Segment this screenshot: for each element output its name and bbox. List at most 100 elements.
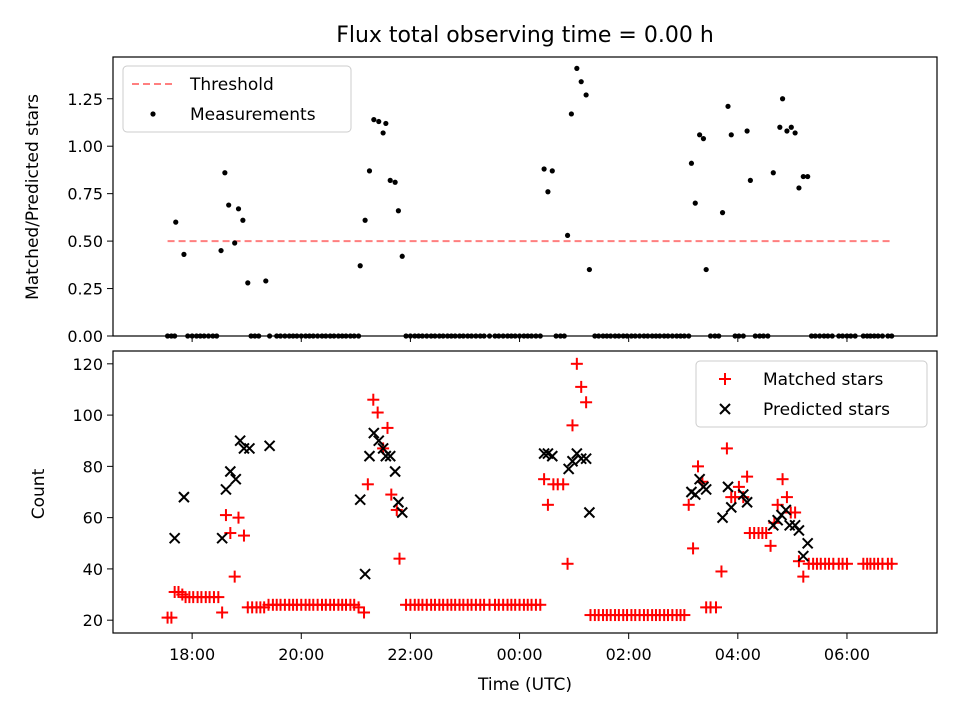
measurement-point [222,170,228,176]
measurement-point [574,65,580,71]
measurement-point [770,170,776,176]
matched-star-point [760,527,773,540]
measurement-point [376,118,382,125]
predicted-star-point [566,455,579,467]
predicted-star-point [700,483,712,496]
predicted-star-point [354,493,366,506]
x-tick-label: 18:00 [169,645,215,664]
measurement-point [692,200,698,206]
top-y-tick-label: 0.50 [67,232,103,251]
predicted-star-point [220,483,232,496]
predicted-star-point [396,506,408,519]
bottom-x-ticks: 18:00 20:00 22:00 00:00 02:00 04:00 06:00 [169,633,870,664]
predicted-star-point [737,488,749,501]
predicted-star-point [392,496,405,508]
matched-star-point [687,542,700,555]
matched-star-point [361,478,374,491]
predicted-star-point [363,450,376,462]
legend-predicted-label: Predicted stars [763,400,890,420]
predicted-star-point [583,506,596,519]
predicted-star-point [389,465,401,478]
matched-star-point [691,460,704,473]
predicted-star-point [575,452,587,465]
predicted-star-point [243,442,256,455]
top-legend: Threshold Measurements [122,65,352,133]
matched-star-point [797,570,810,583]
predicted-star-point [693,473,706,485]
measurement-point [564,232,571,239]
bottom-legend: Matched stars Predicted stars [695,360,928,428]
measurement-point [245,280,251,286]
measurement-point [541,166,547,172]
measurement-point [725,103,731,109]
bottom-y-tick-label: 120 [72,355,103,374]
measurement-point [371,117,377,123]
x-tick-label: 00:00 [496,645,542,664]
measurement-point [805,173,811,180]
top-y-tick-label: 0.00 [67,327,103,346]
measurement-point [792,130,798,136]
predicted-star-point [562,463,575,475]
predicted-star-point [546,450,558,462]
chart-title: Flux total observing time = 0.00 h [336,23,714,48]
matched-star-point [216,606,229,619]
matched-star-point [385,488,398,501]
measurement-point [181,251,187,257]
bottom-y-tick-label: 20 [83,611,103,630]
matched-star-point [358,606,371,619]
x-tick-label: 06:00 [824,645,870,664]
measurement-point [700,136,707,142]
matched-star-point [541,498,554,511]
predicted-star-point [793,524,805,537]
predicted-star-point [741,496,753,508]
bottom-y-axis-label: Count [29,468,49,519]
measurement-point [392,179,398,185]
top-y-tick-label: 0.25 [67,280,103,299]
bottom-panel: 20 40 60 80 100 120 18:00 20:00 22:00 00:00 02:00… [29,350,938,695]
predicted-star-point [384,450,396,462]
legend-matched-label: Matched stars [763,370,883,390]
measurement-point [788,124,794,130]
matched-star-point [561,557,574,570]
predicted-star-point [722,481,734,493]
predicted-star-point [230,473,242,485]
bottom-count-points [161,357,898,624]
matched-star-point [237,529,250,542]
predicted-star-point [538,447,550,460]
top-plot-frame [112,56,938,337]
top-y-axis-label: Matched/Predicted stars [23,94,43,300]
measurement-point [583,92,589,98]
predicted-star-point [368,427,380,439]
bottom-legend-box [695,360,928,428]
matched-star-point [165,611,178,624]
matched-star-point [720,442,733,455]
measurement-point [395,208,401,214]
matched-star-point [764,539,777,552]
predicted-star-point [801,537,814,549]
predicted-star-point [224,465,237,478]
predicted-star-point [263,440,276,452]
predicted-star-point [780,504,792,516]
x-tick-label: 22:00 [387,645,433,664]
top-y-tick-label: 1.00 [67,137,103,156]
measurement-point [383,120,389,127]
predicted-star-point [797,550,810,562]
matched-star-point [219,509,232,522]
measurement-point [568,111,574,117]
predicted-star-point [716,511,729,524]
measurement-point [747,177,753,183]
top-x-ticks [191,336,848,342]
legend-measurements-label: Measurements [190,105,316,125]
top-y-tick-label: 0.75 [67,185,103,204]
measurement-point [586,266,592,273]
legend-predicted-swatch [719,403,731,415]
measurement-point [226,202,232,208]
matched-star-point [789,506,802,519]
bottom-y-ticks: 20 40 60 80 100 120 [72,355,113,630]
measurement-point [218,247,224,254]
legend-measurements-swatch [150,111,156,117]
measurement-point [380,130,386,136]
measurement-point [549,168,555,174]
matched-star-point [570,357,583,370]
